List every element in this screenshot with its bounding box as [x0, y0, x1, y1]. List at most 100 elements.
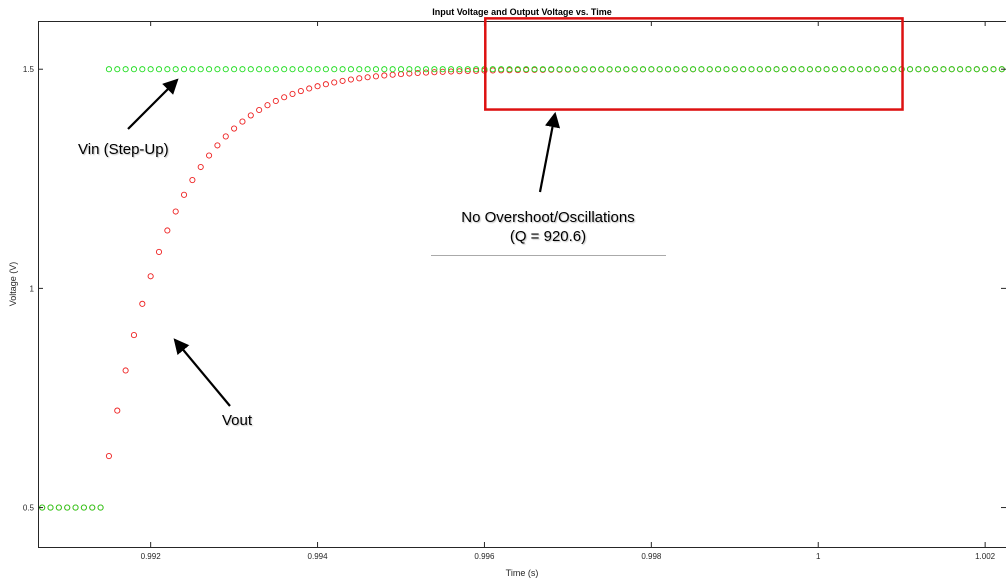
vin-point — [990, 66, 997, 73]
vin-point — [272, 66, 279, 73]
vin-point — [664, 66, 672, 73]
vout-point — [130, 332, 138, 339]
vin-point — [289, 66, 296, 73]
vout-point — [206, 152, 213, 159]
annotation-box-line1: No Overshoot/Oscillations — [461, 209, 634, 226]
axes: 0.992 0.994 0.996 0.998 1 1.002 0.5 1 1.5 — [23, 21, 1006, 561]
arrow-vin — [127, 78, 179, 130]
vin-point — [881, 66, 889, 73]
vout-point — [172, 208, 179, 215]
arrow-box — [538, 111, 561, 193]
vin-point — [214, 66, 221, 73]
vin-point — [356, 66, 363, 73]
vin-point — [64, 504, 71, 511]
vin-point — [281, 66, 288, 73]
vout-point — [289, 90, 296, 97]
vin-point — [790, 66, 797, 73]
x-tick-label: 0.992 — [141, 552, 162, 561]
vout-point — [448, 68, 455, 75]
vout-point — [431, 69, 438, 76]
vin-point — [673, 66, 680, 73]
vin-point — [247, 66, 254, 73]
vin-point — [389, 66, 396, 73]
vin-point — [381, 66, 388, 73]
vin-point — [748, 66, 755, 73]
highlight-box — [484, 17, 904, 111]
vin-point — [890, 66, 897, 73]
y-tick-label: 0.5 — [23, 504, 35, 513]
vin-point — [47, 504, 54, 511]
vin-point — [940, 66, 947, 73]
vout-point — [264, 102, 271, 109]
vin-point — [89, 504, 96, 511]
chart-title: Input Voltage and Output Voltage vs. Tim… — [432, 7, 612, 17]
vout-point — [272, 97, 279, 105]
vin-point — [631, 66, 638, 73]
vin-point — [581, 66, 588, 73]
vout-point — [122, 367, 129, 374]
vin-point — [840, 66, 847, 73]
plot-background — [38, 21, 1006, 547]
vin-point — [139, 66, 146, 73]
vin-point — [147, 66, 154, 73]
vin-point — [915, 66, 922, 73]
vin-point — [372, 66, 380, 73]
vin-point — [206, 66, 213, 73]
vout-point — [256, 106, 263, 114]
vin-point — [239, 66, 246, 73]
vin-point — [681, 66, 688, 73]
vin-point — [706, 66, 713, 73]
vin-point — [122, 66, 129, 73]
vin-point — [765, 66, 772, 73]
vin-point — [731, 66, 738, 73]
vin-point — [314, 66, 321, 73]
vin-point — [865, 66, 872, 73]
vin-point — [740, 66, 747, 73]
vin-point — [798, 66, 805, 73]
x-tick-label: 0.998 — [641, 552, 662, 561]
vin-point — [456, 66, 463, 73]
vin-point — [448, 66, 455, 73]
vin-point — [639, 66, 647, 73]
vin-point — [347, 66, 354, 73]
vin-point — [589, 66, 596, 73]
vin-point — [773, 66, 780, 73]
vin-point — [331, 66, 338, 73]
vin-point — [531, 66, 538, 73]
vout-point — [331, 79, 338, 86]
vin-point — [556, 66, 563, 73]
annotations: Vin (Step-Up) Vout No Overshoot/Oscillat… — [78, 17, 904, 429]
vin-point — [406, 66, 413, 73]
vin-point — [439, 66, 446, 73]
vin-point — [982, 66, 989, 73]
vin-point — [781, 66, 788, 73]
vin-point — [397, 66, 405, 73]
vin-point — [523, 66, 530, 73]
vin-point — [614, 66, 622, 73]
vin-point — [957, 66, 964, 73]
vout-point — [422, 69, 430, 76]
vin-point — [414, 66, 421, 73]
vin-point — [906, 66, 914, 73]
vin-point — [97, 504, 104, 511]
y-tick-label: 1.5 — [23, 65, 35, 74]
vin-point — [180, 66, 188, 73]
vin-point — [431, 66, 438, 73]
vin-point — [322, 66, 329, 73]
vout-point — [464, 67, 471, 75]
vout-point — [247, 112, 254, 119]
vin-point — [723, 66, 730, 73]
vout-point — [414, 69, 421, 77]
x-tick-label: 1 — [816, 552, 821, 561]
y-axis-label: Voltage (V) — [8, 262, 18, 307]
vout-point — [456, 68, 463, 75]
vin-point — [539, 66, 546, 73]
vin-point — [823, 66, 830, 73]
vin-point — [364, 66, 371, 73]
vin-point — [72, 504, 79, 511]
vin-point — [130, 66, 138, 73]
vin-point — [506, 66, 513, 73]
vout-point — [364, 74, 371, 81]
